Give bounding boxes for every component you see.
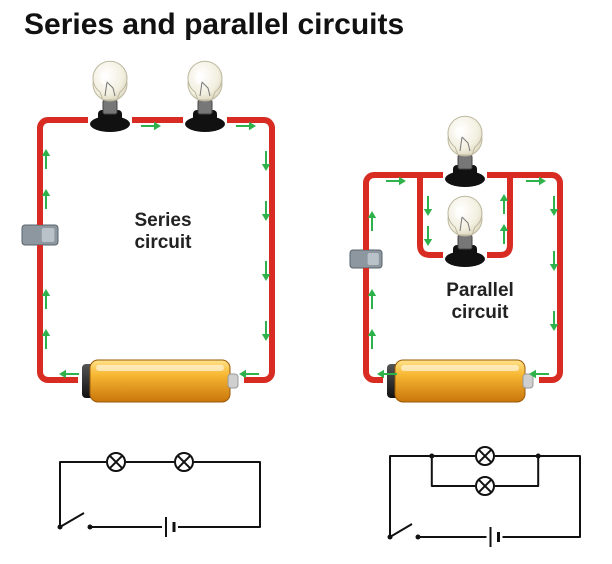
battery-icon (387, 360, 533, 402)
switch-icon (350, 244, 382, 274)
lightbulb-icon (445, 196, 485, 267)
circuits-infographic: { "title": "Series and parallel circuits… (0, 0, 612, 564)
lightbulb-icon (185, 61, 225, 132)
battery-icon (82, 360, 238, 402)
lightbulb-icon (445, 116, 485, 187)
lightbulb-icon (90, 61, 130, 132)
diagram-canvas (0, 0, 612, 564)
switch-icon (22, 219, 58, 251)
